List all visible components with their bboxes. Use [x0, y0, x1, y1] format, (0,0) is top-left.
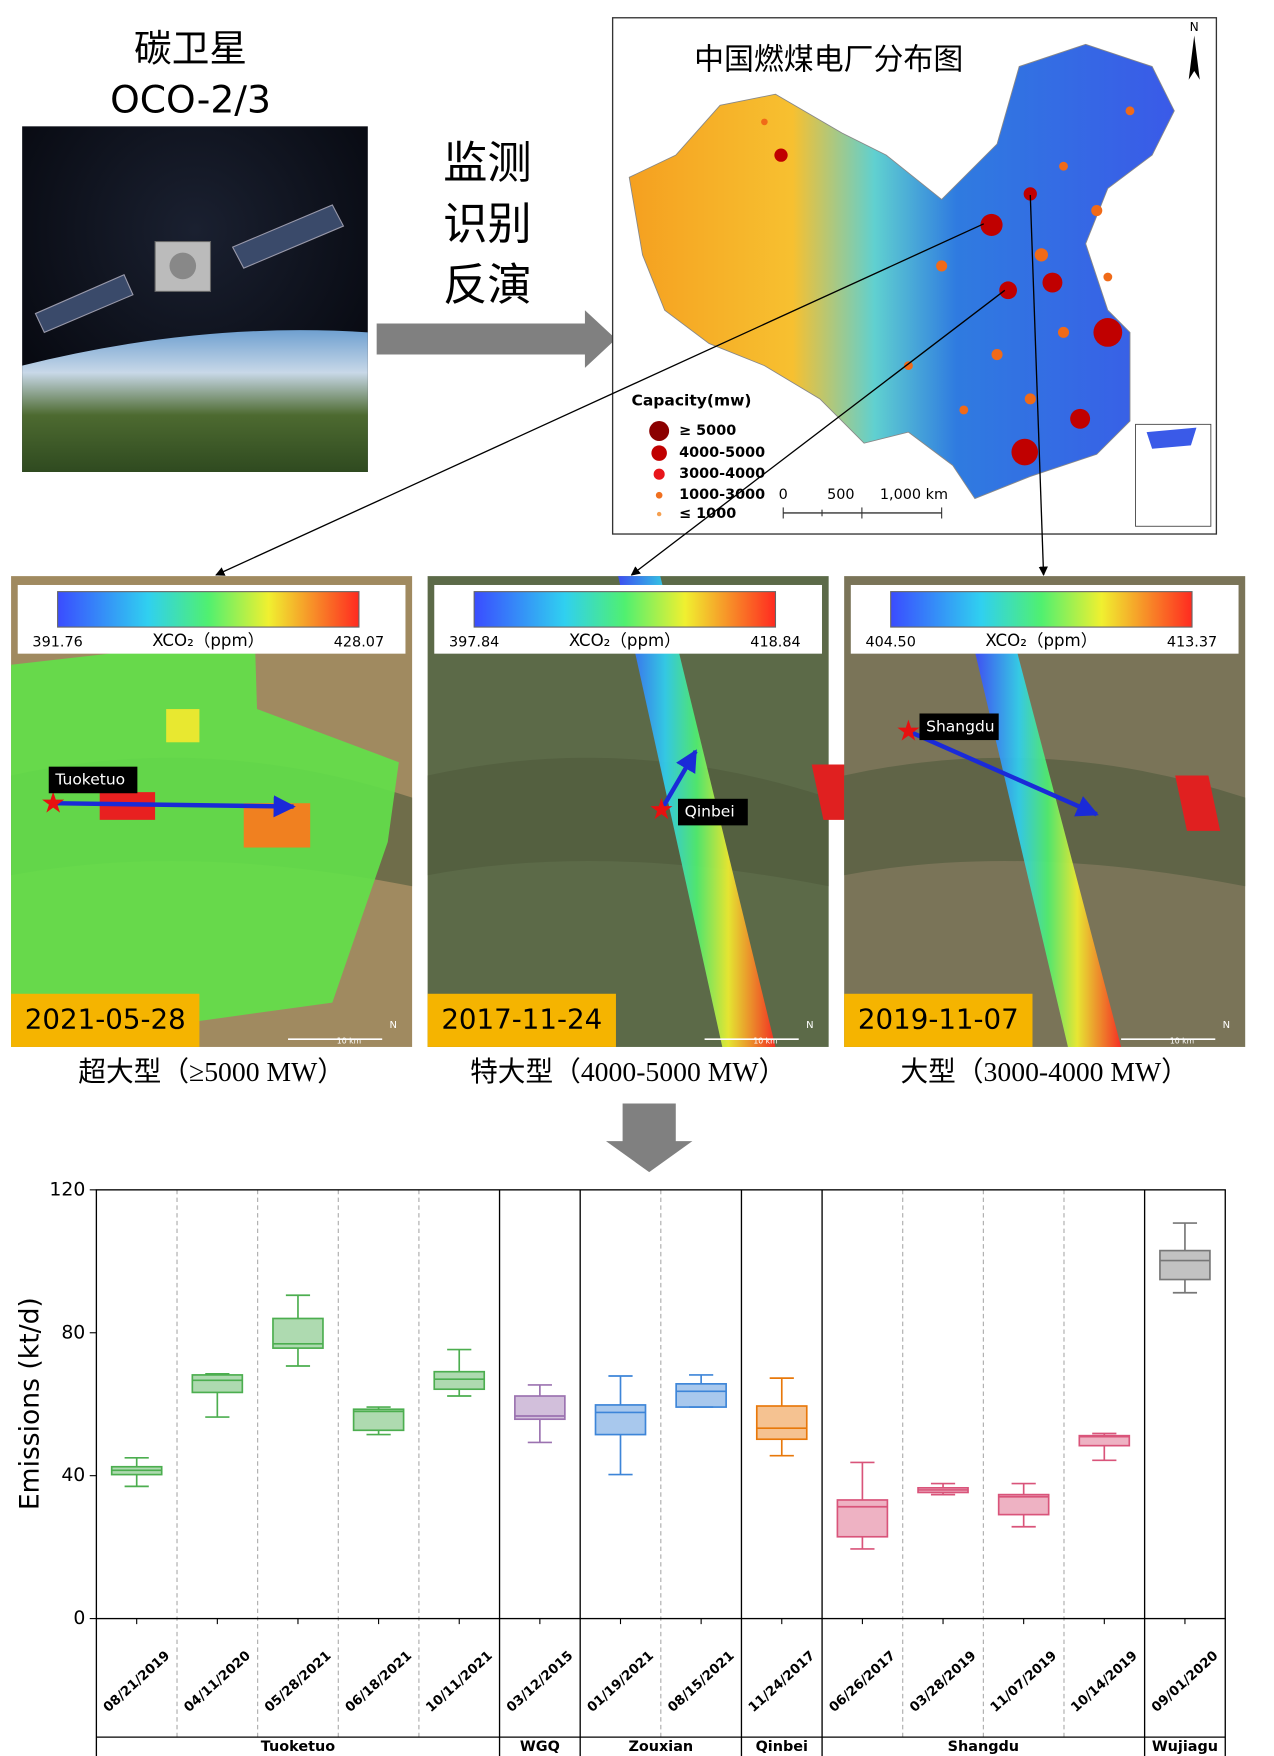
satellite-image — [22, 126, 368, 472]
map-title: 中国燃煤电厂分布图 — [694, 42, 963, 77]
box — [675, 1383, 727, 1408]
flow-arrow — [376, 310, 616, 368]
legend-label: 4000-5000 — [679, 445, 765, 461]
x-tick-label: 03/12/2015 — [504, 1649, 576, 1716]
satellite-panel: 391.76 428.07XCO₂（ppm）★Tuoketuo2021-05-28… — [11, 576, 413, 1087]
legend-title: Capacity(mw) — [631, 392, 751, 410]
colorbar — [473, 591, 777, 628]
box — [755, 1405, 808, 1441]
scale-label: 10 km — [337, 1036, 361, 1045]
y-tick-label: 40 — [61, 1465, 85, 1486]
north-label: N — [1190, 20, 1199, 34]
site-label: Qinbei — [685, 803, 735, 821]
china-map — [611, 17, 1218, 535]
box — [433, 1370, 486, 1391]
colorbar-max: 428.07 — [334, 635, 384, 651]
scale-label: 500 — [827, 487, 854, 503]
x-tick-label: 03/28/2019 — [907, 1649, 979, 1716]
scale-label: 10 km — [753, 1036, 777, 1045]
plume-direction — [659, 749, 698, 811]
xco2-swath — [974, 651, 1122, 1047]
north-label: N — [806, 1020, 813, 1031]
x-tick-label: 06/18/2021 — [343, 1649, 415, 1716]
box — [997, 1493, 1050, 1516]
box — [514, 1395, 566, 1421]
xco2-swath — [11, 637, 399, 1047]
site-label: Shangdu — [926, 717, 995, 735]
scale-label: 0 — [779, 487, 788, 503]
process-step: 反演 — [443, 260, 532, 311]
plant-marker: ★ — [896, 713, 922, 747]
box — [191, 1374, 244, 1394]
flow-arrow — [605, 1103, 693, 1173]
colorbar — [57, 591, 360, 628]
box — [1078, 1434, 1131, 1447]
colorbar — [890, 591, 1193, 628]
colorbar-min: 391.76 — [32, 635, 82, 651]
panel-date: 2019-11-07 — [858, 1002, 1019, 1035]
x-tick-label: 09/01/2020 — [1149, 1649, 1221, 1716]
plume-direction — [53, 795, 296, 818]
north-label: N — [390, 1020, 397, 1031]
x-tick-label: 06/26/2017 — [827, 1649, 899, 1716]
x-tick-label: 08/21/2019 — [101, 1649, 173, 1716]
colorbar-min: 404.50 — [866, 635, 916, 651]
y-tick-label: 120 — [49, 1179, 85, 1200]
process-step: 识别 — [443, 199, 532, 250]
legend-label: 1000-3000 — [679, 487, 765, 503]
colorbar-max: 418.84 — [750, 635, 800, 651]
panel-date: 2017-11-24 — [441, 1002, 602, 1035]
north-label: N — [1223, 1020, 1230, 1031]
y-tick-label: 80 — [61, 1322, 85, 1343]
group-label: Shangdu — [948, 1739, 1019, 1755]
y-tick-label: 0 — [73, 1608, 85, 1629]
connector-arrows — [215, 195, 1048, 576]
x-tick-label: 10/14/2019 — [1069, 1649, 1141, 1716]
legend-label: 3000-4000 — [679, 466, 765, 482]
panel-date: 2021-05-28 — [25, 1002, 186, 1035]
legend-label: ≥ 5000 — [679, 423, 736, 439]
x-tick-label: 11/24/2017 — [746, 1649, 818, 1716]
panel-caption: 超大型（≥5000 MW） — [78, 1056, 345, 1087]
colorbar-label: XCO₂（ppm） — [569, 631, 681, 650]
x-tick-label: 10/11/2021 — [423, 1649, 495, 1716]
x-tick-label: 08/15/2021 — [665, 1649, 737, 1716]
legend-label: ≤ 1000 — [679, 506, 736, 522]
group-label: Wujiagu — [1152, 1739, 1218, 1755]
box — [594, 1404, 647, 1436]
colorbar-label: XCO₂（ppm） — [152, 631, 264, 650]
plot-frame — [95, 1189, 1226, 1620]
satellite-panel: 397.84 418.84 XCO₂（ppm） ★ Qinbei 2017-11-24 10… — [427, 576, 857, 1087]
box — [352, 1408, 405, 1432]
colorbar-label: XCO₂（ppm） — [985, 631, 1097, 650]
x-tick-label: 01/19/2021 — [585, 1649, 657, 1716]
plume-direction — [907, 729, 1099, 817]
process-step: 监测 — [443, 138, 532, 189]
group-label: Zouxian — [628, 1739, 693, 1755]
plant-marker: ★ — [648, 792, 674, 826]
satellite-panel: 404.50 413.37 XCO₂（ppm） ★ Shangdu 2019-11-07 1… — [844, 576, 1246, 1087]
site-label: Tuoketuo — [54, 770, 125, 788]
group-label: WGQ — [520, 1739, 560, 1755]
scale-label: 1,000 km — [880, 487, 948, 503]
x-tick-label: 05/28/2021 — [262, 1649, 334, 1716]
satellite-title: 碳卫星 — [134, 27, 247, 71]
group-label: Tuoketuo — [261, 1739, 335, 1755]
x-tick-label: 04/11/2020 — [182, 1649, 254, 1716]
box — [836, 1499, 889, 1538]
panel-caption: 大型（3000-4000 MW） — [900, 1056, 1188, 1087]
colorbar-min: 397.84 — [449, 635, 499, 651]
y-axis-label: Emissions (kt/d) — [15, 1297, 46, 1510]
colorbar-max: 413.37 — [1167, 635, 1217, 651]
panel-caption: 特大型（4000-5000 MW） — [470, 1056, 786, 1087]
group-label: Qinbei — [756, 1739, 808, 1755]
scale-label: 10 km — [1170, 1036, 1194, 1045]
box — [1159, 1249, 1211, 1281]
x-tick-label: 11/07/2019 — [988, 1649, 1060, 1716]
satellite-subtitle: OCO-2/3 — [110, 77, 271, 121]
